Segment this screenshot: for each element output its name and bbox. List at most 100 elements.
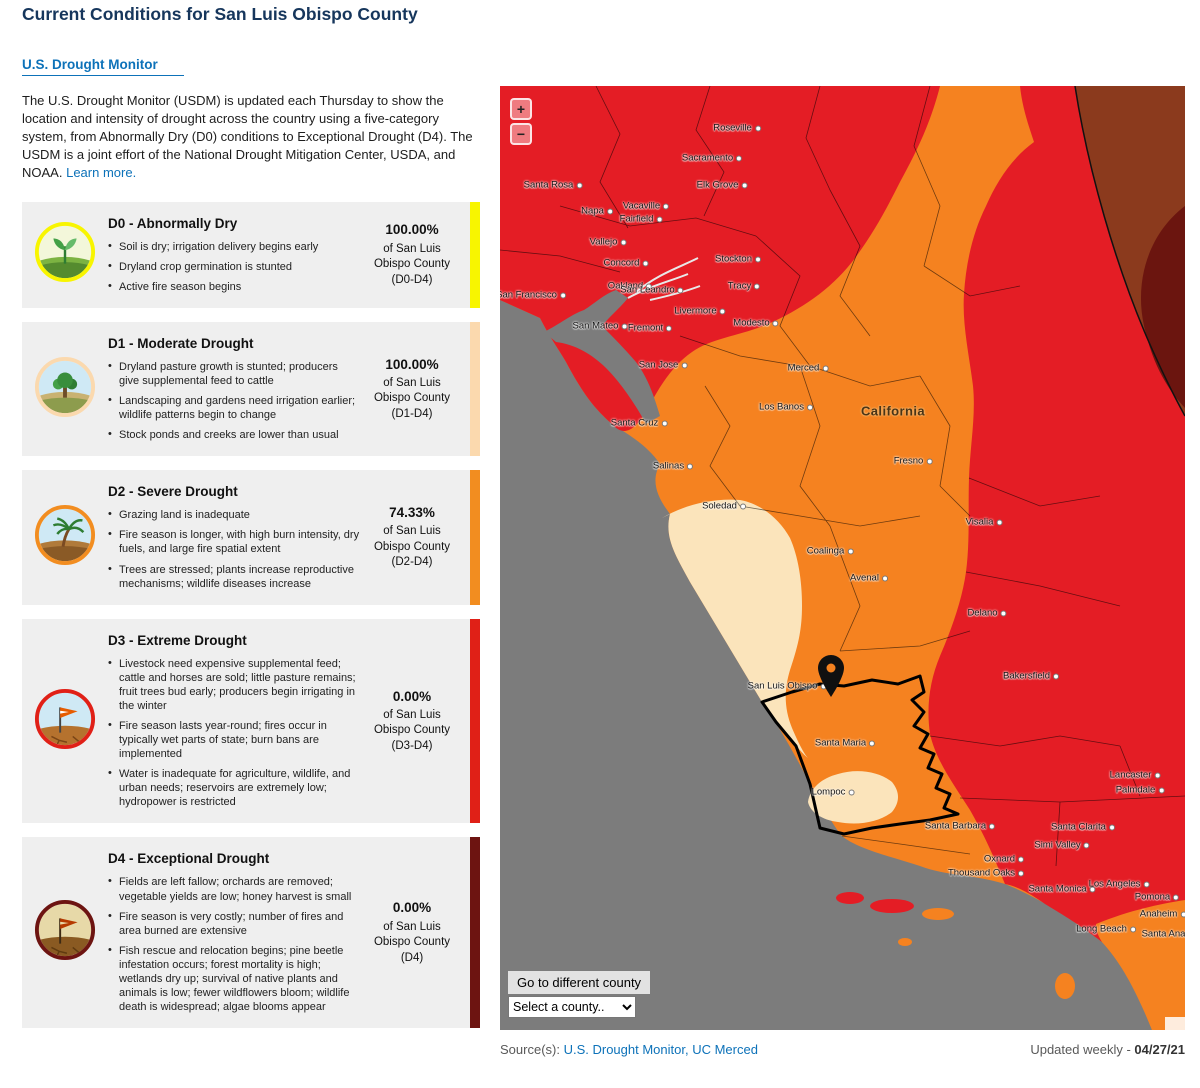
coverage-scope: of San Luis Obispo County (373, 708, 451, 737)
city-label-oakland: Oakland (608, 281, 653, 292)
impact-item: Fire season is longer, with high burn in… (108, 527, 360, 556)
tree-icon (34, 356, 96, 423)
category-title: D4 - Exceptional Drought (108, 851, 270, 867)
impact-item: Trees are stressed; plants increase repr… (108, 562, 360, 591)
city-label-santa-monica: Santa Monica (1028, 884, 1096, 895)
city-label-visalia: Visalia (966, 517, 1003, 528)
coverage-scope: of San Luis Obispo County (373, 376, 451, 405)
source-prefix: Source(s): (500, 1042, 564, 1057)
city-labels-layer: Roseville Sacramento Santa Rosa Elk Grove Na… (500, 86, 1185, 1030)
state-border-line (1074, 86, 1185, 417)
map-attribution-box (1165, 1017, 1185, 1030)
delta-rivers (627, 257, 701, 301)
region-d1-central-coast (662, 499, 808, 758)
city-label-santa-barbara: Santa Barbara (925, 821, 996, 832)
source-link-usdm[interactable]: U.S. Drought Monitor (563, 1042, 685, 1057)
drought-category-cards: D0 - Abnormally Dry Soil is dry; irrigat… (22, 201, 480, 1029)
impact-item: Water is inadequate for agriculture, wil… (108, 766, 360, 809)
city-label-pomona: Pomona (1135, 892, 1180, 903)
channel-islands (836, 892, 1075, 999)
impact-item: Livestock need expensive supplemental fe… (108, 656, 360, 713)
impact-item: Dryland crop germination is stunted (108, 259, 360, 274)
city-label-concord: Concord (604, 258, 649, 269)
drought-category-card-d4: D4 - Exceptional Drought Fields are left… (22, 837, 480, 1029)
card-body: D0 - Abnormally Dry Soil is dry; irrigat… (108, 216, 370, 294)
impact-item: Active fire season begins (108, 279, 360, 294)
card-body: D2 - Severe Drought Grazing land is inad… (108, 484, 370, 590)
zoom-control: + − (510, 98, 532, 145)
updated-date: 04/27/21 (1134, 1042, 1185, 1057)
intro-description: The U.S. Drought Monitor (USDM) is updat… (22, 93, 473, 180)
city-label-santa-clarita: Santa Clarita (1051, 822, 1115, 833)
coverage-scope: of San Luis Obispo County (373, 920, 451, 949)
city-label-elk-grove: Elk Grove (697, 180, 748, 191)
drought-category-card-d1: D1 - Moderate Drought Dryland pasture gr… (22, 321, 480, 457)
zoom-in-button[interactable]: + (510, 98, 532, 120)
city-label-thousand-oaks: Thousand Oaks (948, 868, 1025, 879)
city-label-lompoc: Lompoc (812, 787, 855, 798)
state-label-california: California (861, 403, 925, 419)
coverage-scope: of San Luis Obispo County (373, 242, 451, 271)
footer: Source(s): U.S. Drought Monitor, UC Merc… (500, 1042, 1185, 1057)
impact-item: Fire season lasts year-round; fires occu… (108, 718, 360, 761)
coverage-range: (D3-D4) (391, 739, 433, 752)
impact-item: Grazing land is inadequate (108, 507, 360, 522)
category-color-bar (470, 321, 480, 457)
drought-category-card-d2: D2 - Severe Drought Grazing land is inad… (22, 470, 480, 605)
city-label-fresno: Fresno (894, 456, 933, 467)
city-label-oxnard: Oxnard (984, 854, 1025, 865)
windsock-icon (34, 688, 96, 755)
city-label-san-luis-obispo: San Luis Obispo (748, 681, 827, 692)
updated-info: Updated weekly - 04/27/21 (1030, 1042, 1185, 1057)
coverage-stat: 74.33% of San Luis Obispo County (D2-D4) (370, 504, 454, 571)
city-label-fremont: Fremont (628, 323, 673, 334)
selected-county-pin[interactable] (818, 655, 844, 702)
city-label-palmdale: Palmdale (1116, 785, 1165, 796)
drought-category-card-d0: D0 - Abnormally Dry Soil is dry; irrigat… (22, 201, 480, 308)
coverage-percent: 0.00% (392, 688, 432, 704)
coverage-percent: 0.00% (392, 900, 432, 916)
region-d1-lompoc (808, 771, 898, 824)
usdm-link[interactable]: U.S. Drought Monitor (22, 57, 184, 76)
city-label-santa-maria: Santa Maria (815, 738, 876, 749)
impact-list: Fields are left fallow; orchards are rem… (108, 874, 360, 1014)
coverage-percent: 100.00% (385, 222, 439, 238)
category-title: D2 - Severe Drought (108, 484, 238, 500)
impact-item: Fire season is very costly; number of fi… (108, 909, 360, 938)
category-title: D0 - Abnormally Dry (108, 215, 238, 231)
coverage-scope: of San Luis Obispo County (373, 525, 451, 553)
county-select[interactable]: Select a county.. (508, 996, 636, 1018)
impact-item: Fish rescue and relocation begins; pine … (108, 943, 360, 1014)
city-label-salinas: Salinas (653, 461, 694, 472)
intro-paragraph: The U.S. Drought Monitor (USDM) is updat… (22, 92, 480, 182)
impact-item: Landscaping and gardens need irrigation … (108, 393, 360, 422)
city-label-tracy: Tracy (728, 281, 761, 292)
page-title: Current Conditions for San Luis Obispo C… (22, 4, 418, 24)
goto-county-label: Go to different county (508, 971, 651, 994)
impact-item: Soil is dry; irrigation delivery begins … (108, 239, 360, 254)
source-link-ucmerced[interactable]: UC Merced (692, 1042, 758, 1057)
dry-windsock-icon (34, 899, 96, 966)
city-label-long-beach: Long Beach (1076, 924, 1136, 935)
learn-more-link[interactable]: Learn more. (66, 164, 137, 180)
city-label-vacaville: Vacaville (623, 201, 670, 212)
category-title: D3 - Extreme Drought (108, 632, 247, 648)
city-label-san-mateo: San Mateo (573, 321, 628, 332)
category-title: D1 - Moderate Drought (108, 335, 254, 351)
impact-list: Soil is dry; irrigation delivery begins … (108, 239, 360, 294)
drought-map[interactable]: California Roseville Sacramento Santa Rosa… (500, 86, 1185, 1030)
coverage-percent: 100.00% (385, 356, 439, 372)
city-label-simi-valley: Simi Valley (1034, 840, 1090, 851)
impact-list: Grazing land is inadequate Fire season i… (108, 507, 360, 591)
impact-list: Livestock need expensive supplemental fe… (108, 656, 360, 810)
drought-map-basemap (500, 86, 1185, 1030)
city-label-fairfield: Fairfield (620, 214, 663, 225)
san-luis-obispo-county-outline[interactable] (760, 674, 960, 836)
city-label-bakersfield: Bakersfield (1003, 671, 1059, 682)
impact-list: Dryland pasture growth is stunted; produ… (108, 359, 360, 442)
coverage-stat: 0.00% of San Luis Obispo County (D4) (370, 899, 454, 966)
zoom-out-button[interactable]: − (510, 123, 532, 145)
city-label-santa-cruz: Santa Cruz (611, 418, 668, 429)
city-label-livermore: Livermore (674, 306, 726, 317)
coverage-range: (D4) (400, 951, 424, 964)
